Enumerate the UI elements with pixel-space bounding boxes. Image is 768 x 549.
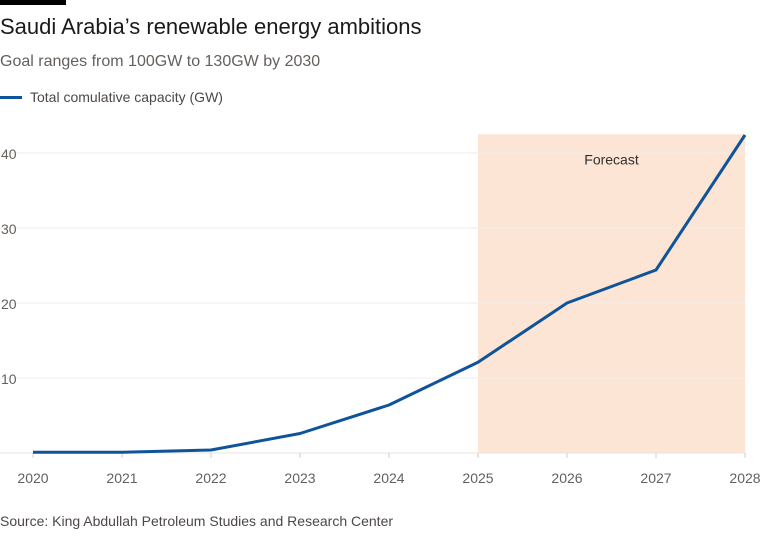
y-tick-label: 10 <box>1 371 17 387</box>
legend-swatch <box>0 95 22 99</box>
forecast-label: Forecast <box>584 151 639 167</box>
x-tick-label: 2024 <box>373 470 404 486</box>
source-note: Source: King Abdullah Petroleum Studies … <box>0 513 394 529</box>
x-tick-label: 2023 <box>284 470 315 486</box>
x-tick-label: 2022 <box>195 470 226 486</box>
chart-title: Saudi Arabia’s renewable energy ambition… <box>0 14 422 39</box>
chart-subtitle: Goal ranges from 100GW to 130GW by 2030 <box>0 53 321 70</box>
legend-label: Total comulative capacity (GW) <box>30 89 223 105</box>
forecast-band <box>478 134 745 453</box>
x-tick-label: 2021 <box>106 470 137 486</box>
legend: Total comulative capacity (GW) <box>0 89 223 105</box>
x-tick-label: 2026 <box>551 470 582 486</box>
x-tick-label: 2028 <box>729 470 760 486</box>
x-tick-label: 2020 <box>17 470 48 486</box>
x-tick-label: 2025 <box>462 470 493 486</box>
x-tick-label: 2027 <box>640 470 671 486</box>
brand-bar <box>0 0 66 5</box>
y-tick-label: 40 <box>1 146 17 162</box>
y-tick-label: 20 <box>1 296 17 312</box>
y-tick-label: 30 <box>1 221 17 237</box>
series-line-total-capacity <box>33 134 747 454</box>
